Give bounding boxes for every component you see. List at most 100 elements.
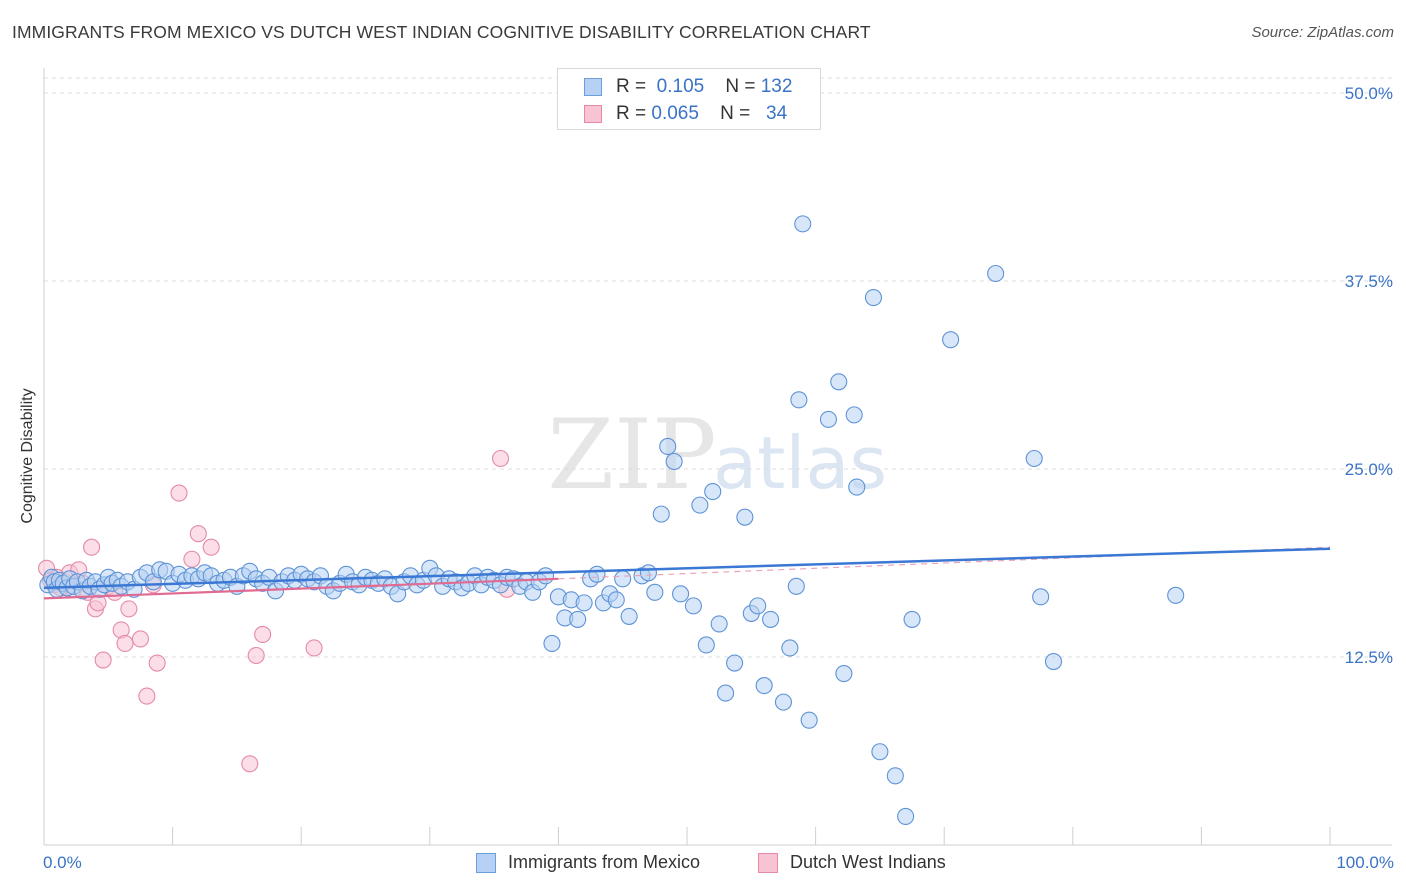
- legend-n-value: 34: [760, 103, 788, 124]
- dutch-point: [202, 538, 220, 556]
- mexico-point: [1032, 588, 1050, 606]
- dutch-point: [305, 639, 323, 657]
- y-tick-labels: 12.5% 25.0% 37.5% 50.0%: [1345, 84, 1393, 667]
- dutch-point: [148, 654, 166, 672]
- y-tick-label: 25.0%: [1345, 460, 1393, 479]
- series-legend: Immigrants from Mexico Dutch West Indian…: [0, 852, 1406, 876]
- dutch-point: [241, 755, 259, 773]
- mexico-point: [790, 391, 808, 409]
- mexico-point: [830, 373, 848, 391]
- mexico-point: [755, 677, 773, 695]
- mexico-point: [819, 410, 838, 428]
- mexico-point: [886, 767, 904, 785]
- mexico-points: [39, 215, 1185, 825]
- mexico-point: [835, 665, 853, 683]
- legend-item-dutch[interactable]: Dutch West Indians: [758, 852, 946, 873]
- y-tick-label: 12.5%: [1345, 648, 1393, 667]
- mexico-point: [848, 478, 866, 496]
- mexico-point: [697, 636, 715, 654]
- mexico-point: [569, 610, 587, 628]
- mexico-point: [717, 684, 735, 702]
- legend-label-mexico: Immigrants from Mexico: [508, 852, 701, 872]
- watermark-zip: ZIP: [547, 399, 716, 511]
- mexico-point: [1025, 449, 1043, 468]
- y-tick-label: 50.0%: [1345, 84, 1393, 103]
- mexico-point: [588, 565, 606, 583]
- dutch-point: [131, 630, 149, 648]
- chart-title: IMMIGRANTS FROM MEXICO VS DUTCH WEST IND…: [12, 22, 871, 42]
- dutch-point: [170, 484, 188, 502]
- mexico-point: [607, 591, 625, 609]
- x-tick-max: 100.0%: [1336, 853, 1394, 872]
- source-label: Source: ZipAtlas.com: [1251, 24, 1394, 41]
- legend-row-mexico: R = 0.105 N = 132: [584, 75, 792, 99]
- mexico-point: [749, 597, 767, 615]
- mexico-point: [536, 567, 555, 585]
- mexico-point: [871, 743, 889, 761]
- mexico-point: [614, 570, 632, 588]
- mexico-point: [942, 331, 960, 349]
- dutch-point: [116, 634, 134, 653]
- mexico-point: [704, 483, 722, 501]
- mexico-point: [672, 585, 690, 603]
- dutch-point: [83, 538, 101, 556]
- legend-r-value: 0.105: [656, 76, 705, 97]
- mexico-point: [845, 406, 863, 424]
- correlation-legend: R = 0.105 N = 132 R = 0.065 N = 34: [557, 68, 821, 130]
- mexico-point: [710, 615, 728, 633]
- mexico-point: [1167, 586, 1185, 604]
- mexico-point: [736, 508, 754, 526]
- mexico-point: [639, 564, 657, 582]
- mexico-point: [1044, 652, 1063, 671]
- legend-r-label: R =: [616, 103, 647, 124]
- mexico-point: [620, 607, 638, 625]
- mexico-point: [781, 639, 799, 657]
- axes: [43, 68, 1392, 846]
- legend-r-label: R =: [616, 76, 647, 97]
- legend-n-label: N =: [725, 76, 756, 97]
- legend-swatch-dutch: [758, 852, 778, 873]
- mexico-point: [543, 634, 561, 653]
- legend-swatch-mexico: [476, 852, 496, 873]
- mexico-point: [646, 583, 664, 601]
- mexico-point: [691, 496, 709, 514]
- dutch-point: [247, 646, 265, 665]
- legend-swatch-dutch: [584, 105, 602, 123]
- dutch-point: [491, 449, 510, 468]
- mexico-point: [897, 807, 915, 825]
- mexico-point: [774, 693, 793, 711]
- mexico-point: [665, 452, 683, 471]
- dutch-point: [183, 550, 201, 568]
- mexico-point: [575, 594, 593, 612]
- legend-label-dutch: Dutch West Indians: [790, 852, 946, 872]
- trend-lines: [43, 546, 1331, 600]
- legend-n-label: N =: [720, 103, 751, 124]
- mexico-point: [762, 610, 780, 628]
- dutch-point: [138, 687, 156, 705]
- dutch-point: [94, 651, 112, 669]
- legend-row-dutch: R = 0.065 N = 34: [584, 102, 787, 126]
- dutch-point: [254, 625, 272, 644]
- mexico-point: [864, 289, 883, 307]
- mexico-point: [659, 437, 677, 456]
- dutch-point: [120, 600, 138, 618]
- dutch-trend-line: [43, 577, 559, 600]
- mexico-point: [652, 505, 670, 523]
- x-tick-min: 0.0%: [43, 853, 82, 872]
- legend-item-mexico[interactable]: Immigrants from Mexico: [476, 852, 700, 873]
- mexico-point: [787, 577, 805, 595]
- legend-swatch-mexico: [584, 78, 602, 96]
- legend-r-value: 0.065: [651, 103, 699, 124]
- dutch-point: [189, 525, 207, 543]
- mexico-trend-line: [43, 547, 1331, 590]
- mexico-point: [684, 597, 702, 615]
- dutch-points: [38, 449, 516, 773]
- mexico-point: [903, 610, 921, 628]
- mexico-point: [800, 711, 818, 729]
- mexico-point: [987, 264, 1005, 283]
- mexico-point: [794, 215, 812, 233]
- legend-n-value: 132: [760, 76, 793, 97]
- mexico-point: [726, 654, 744, 672]
- y-tick-label: 37.5%: [1345, 272, 1393, 291]
